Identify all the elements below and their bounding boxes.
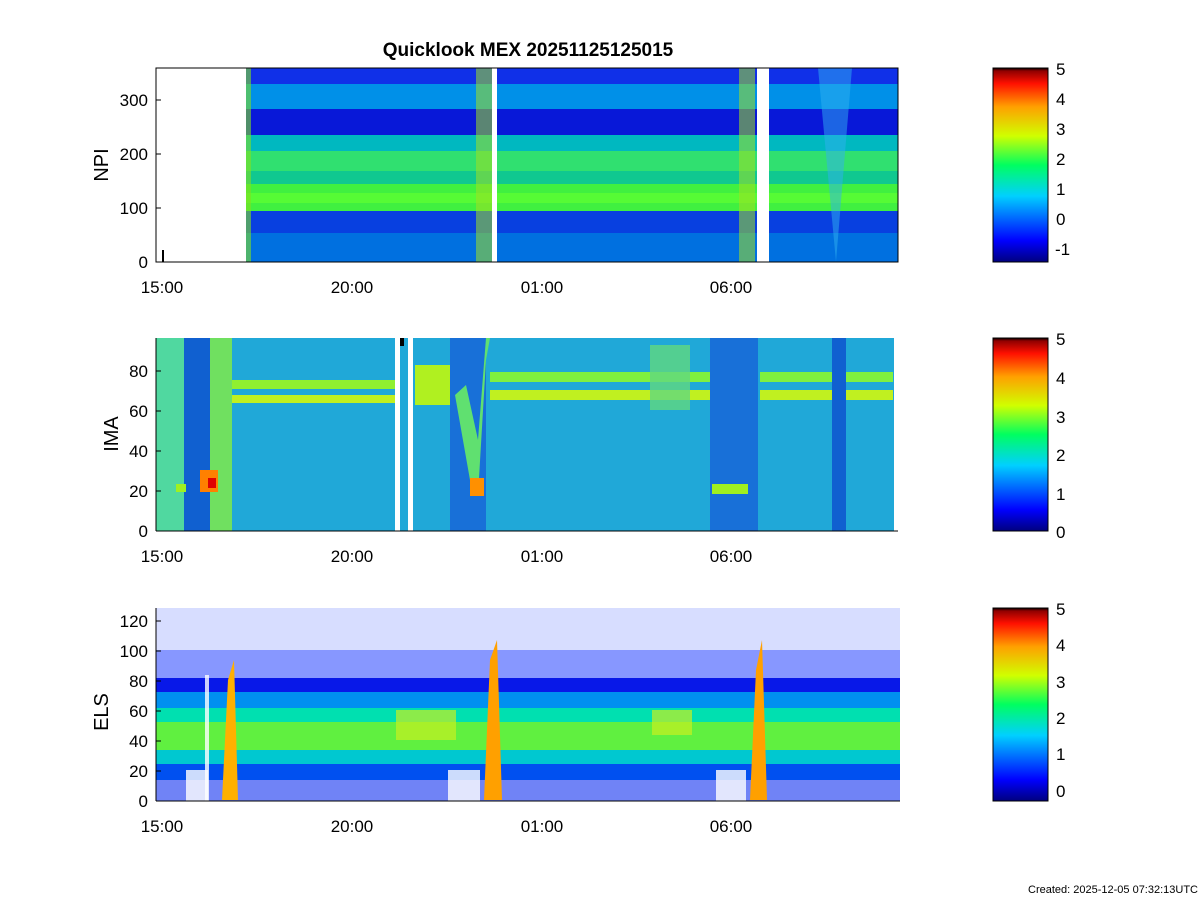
els-x-tick-label: 01:00 [521, 817, 564, 836]
npi-colorbar-ticks: -1 0 1 2 3 4 5 [1055, 60, 1070, 259]
els-colorbar-tick-label: 3 [1056, 673, 1065, 692]
npi-y-axis-label: NPI [91, 148, 113, 181]
ima-colorbar-tick-label: 2 [1056, 446, 1065, 465]
npi-colorbar-tick-label: 0 [1056, 210, 1065, 229]
ima-colorbar-tick-label: 4 [1056, 369, 1065, 388]
els-x-tick-label: 20:00 [331, 817, 374, 836]
npi-x-tick-label: 06:00 [710, 278, 753, 297]
els-panel: 0 20 40 60 80 100 120 15:00 20:00 01:00 … [91, 600, 1065, 836]
els-colorbar-tick-label: 1 [1056, 745, 1065, 764]
npi-colorbar-tick-label: -1 [1055, 240, 1070, 259]
ima-y-tick-label: 20 [129, 482, 148, 501]
npi-spectrogram [162, 68, 898, 262]
ima-y-tick-label: 0 [139, 522, 148, 541]
ima-panel: 0 20 40 60 80 15:00 20:00 01:00 06:00 IM… [101, 330, 1065, 566]
ima-spectrogram [156, 338, 894, 531]
ima-colorbar-tick-label: 1 [1056, 485, 1065, 504]
npi-colorbar-tick-label: 5 [1056, 60, 1065, 79]
els-y-axis-label: ELS [91, 693, 113, 731]
els-colorbar-tick-label: 5 [1056, 600, 1065, 619]
els-colorbar-tick-label: 4 [1056, 636, 1065, 655]
npi-panel: 0 100 200 300 15:00 20:00 01:00 06:00 NP… [91, 60, 1070, 297]
els-colorbar [992, 607, 1049, 802]
els-y-tick-label: 100 [120, 642, 148, 661]
npi-colorbar-tick-label: 3 [1056, 120, 1065, 139]
created-timestamp: Created: 2025-12-05 07:32:13UTC [1028, 884, 1198, 896]
els-y-tick-label: 80 [129, 672, 148, 691]
ima-colorbar-tick-label: 3 [1056, 408, 1065, 427]
els-x-tick-label: 06:00 [710, 817, 753, 836]
npi-colorbar-tick-label: 1 [1056, 180, 1065, 199]
npi-y-tick-label: 300 [120, 91, 148, 110]
ima-colorbar [992, 337, 1049, 532]
npi-data-gap [757, 68, 769, 262]
ima-data-gap [408, 338, 413, 531]
ima-data-gap [395, 338, 400, 531]
els-y-tick-label: 60 [129, 702, 148, 721]
ima-x-tick-label: 06:00 [710, 547, 753, 566]
els-y-tick-label: 120 [120, 612, 148, 631]
ima-x-tick-label: 20:00 [331, 547, 374, 566]
ima-y-tick-label: 40 [129, 442, 148, 461]
els-y-tick-label: 40 [129, 732, 148, 751]
ima-colorbar-tick-label: 5 [1056, 330, 1065, 349]
ima-x-ticks: 15:00 20:00 01:00 06:00 [141, 547, 753, 566]
npi-y-ticks: 0 100 200 300 [120, 91, 161, 272]
npi-data-gap [492, 68, 497, 262]
els-colorbar-ticks: 0 1 2 3 4 5 [1056, 600, 1065, 801]
els-y-tick-label: 0 [139, 792, 148, 811]
figure-title: Quicklook MEX 20251125125015 [383, 40, 674, 61]
ima-y-tick-label: 60 [129, 402, 148, 421]
els-x-tick-label: 15:00 [141, 817, 184, 836]
npi-x-tick-label: 01:00 [521, 278, 564, 297]
ima-y-ticks: 0 20 40 60 80 [129, 362, 161, 541]
npi-y-tick-label: 100 [120, 199, 148, 218]
ima-x-tick-label: 01:00 [521, 547, 564, 566]
els-colorbar-tick-label: 0 [1056, 782, 1065, 801]
npi-y-tick-label: 200 [120, 145, 148, 164]
els-y-ticks: 0 20 40 60 80 100 120 [120, 612, 161, 811]
els-y-tick-label: 20 [129, 762, 148, 781]
ima-colorbar-ticks: 0 1 2 3 4 5 [1056, 330, 1065, 542]
npi-x-tick-label: 20:00 [331, 278, 374, 297]
ima-y-axis-label: IMA [101, 416, 123, 452]
els-colorbar-tick-label: 2 [1056, 709, 1065, 728]
els-spectrogram [156, 608, 900, 801]
ima-y-tick-label: 80 [129, 362, 148, 381]
npi-colorbar [992, 67, 1049, 263]
ima-x-tick-label: 15:00 [141, 547, 184, 566]
npi-x-tick-label: 15:00 [141, 278, 184, 297]
ima-colorbar-tick-label: 0 [1056, 523, 1065, 542]
npi-x-ticks: 15:00 20:00 01:00 06:00 [141, 278, 753, 297]
npi-colorbar-tick-label: 4 [1056, 90, 1065, 109]
npi-y-tick-label: 0 [139, 253, 148, 272]
els-x-ticks: 15:00 20:00 01:00 06:00 [141, 817, 753, 836]
npi-colorbar-tick-label: 2 [1056, 150, 1065, 169]
